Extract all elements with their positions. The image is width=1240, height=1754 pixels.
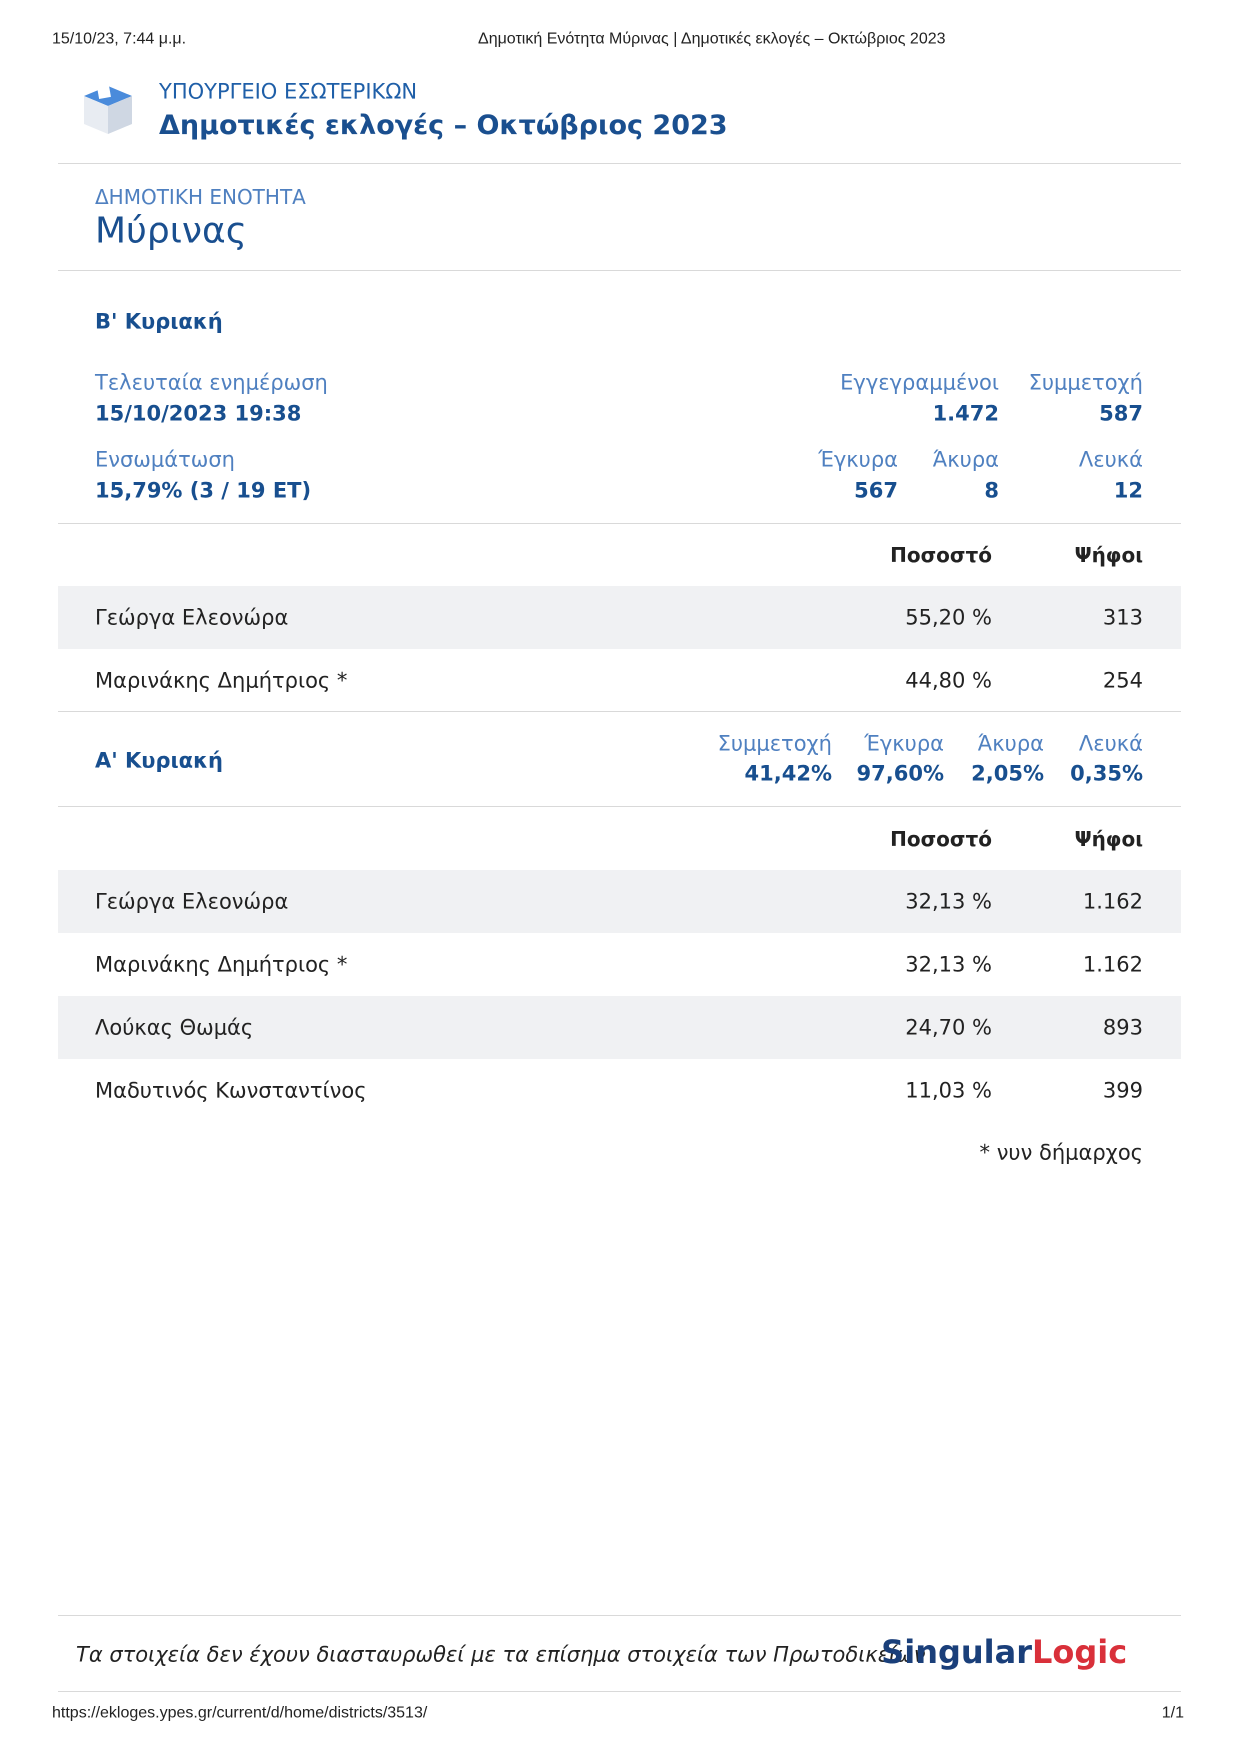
divider bbox=[58, 1691, 1181, 1692]
column-header: Ποσοστό bbox=[890, 543, 992, 567]
print-url: https://ekloges.ypes.gr/current/d/home/d… bbox=[52, 1704, 428, 1722]
divider bbox=[58, 711, 1181, 712]
round-title: Α' Κυριακή bbox=[95, 748, 223, 773]
ballot-box-logo bbox=[84, 85, 132, 134]
candidate-name: Μαρινάκης Δημήτριος * bbox=[95, 667, 348, 692]
candidate-name: Μαδυτινός Κωνσταντίνος bbox=[95, 1077, 367, 1102]
stat-value: 41,42% bbox=[744, 761, 832, 786]
candidate-votes: 399 bbox=[1102, 1077, 1143, 1102]
candidate-name: Γεώργα Ελεονώρα bbox=[95, 888, 289, 913]
logo-text: Logic bbox=[1032, 1632, 1128, 1671]
candidate-percent: 44,80 % bbox=[905, 667, 992, 692]
stat-label: Τελευταία ενημέρωση bbox=[95, 370, 328, 395]
candidate-percent: 32,13 % bbox=[905, 888, 992, 913]
stat-label: Άκυρα bbox=[932, 447, 999, 472]
row-shade bbox=[58, 996, 1181, 1059]
stat-value: 567 bbox=[854, 478, 898, 503]
divider bbox=[58, 523, 1181, 524]
candidate-name: Λούκας Θωμάς bbox=[95, 1014, 254, 1039]
stat-label: Συμμετοχή bbox=[717, 731, 832, 756]
stat-value: 2,05% bbox=[971, 761, 1044, 786]
candidate-name: Μαρινάκης Δημήτριος * bbox=[95, 951, 348, 976]
candidate-votes: 893 bbox=[1102, 1014, 1143, 1039]
column-header: Ψήφοι bbox=[1074, 543, 1143, 567]
stat-value: 15/10/2023 19:38 bbox=[95, 401, 302, 426]
candidate-percent: 24,70 % bbox=[905, 1014, 992, 1039]
column-header: Ποσοστό bbox=[890, 827, 992, 851]
district-name: Μύρινας bbox=[95, 210, 247, 252]
disclaimer: Τα στοιχεία δεν έχουν διασταυρωθεί με τα… bbox=[76, 1642, 926, 1667]
row-shade bbox=[58, 870, 1181, 933]
candidate-votes: 1.162 bbox=[1082, 888, 1143, 913]
candidate-votes: 1.162 bbox=[1082, 951, 1143, 976]
stat-label: Λευκά bbox=[1078, 731, 1143, 756]
divider bbox=[58, 163, 1181, 164]
stat-label: Εγγεγραμμένοι bbox=[840, 370, 999, 395]
round-title: Β' Κυριακή bbox=[95, 309, 223, 334]
stat-value: 0,35% bbox=[1070, 761, 1143, 786]
stat-value: 587 bbox=[1099, 401, 1143, 426]
stat-value: 15,79% (3 / 19 ΕΤ) bbox=[95, 478, 312, 503]
ministry: ΥΠΟΥΡΓΕΙΟ ΕΣΩΤΕΡΙΚΩΝ bbox=[159, 79, 418, 104]
stat-label: Συμμετοχή bbox=[1028, 370, 1143, 395]
candidate-percent: 11,03 % bbox=[905, 1077, 992, 1102]
divider bbox=[58, 1615, 1181, 1616]
print-title: Δημοτική Ενότητα Μύρινας | Δημοτικές εκλ… bbox=[478, 30, 946, 48]
district-type: ΔΗΜΟΤΙΚΗ ΕΝΟΤΗΤΑ bbox=[95, 185, 306, 209]
stat-label: Άκυρα bbox=[977, 731, 1044, 756]
column-header: Ψήφοι bbox=[1074, 827, 1143, 851]
divider bbox=[58, 806, 1181, 807]
stat-label: Έγκυρα bbox=[864, 731, 944, 756]
stat-label: Έγκυρα bbox=[818, 447, 898, 472]
logo-text: Singular bbox=[881, 1632, 1032, 1671]
stat-value: 8 bbox=[984, 478, 999, 503]
candidate-percent: 32,13 % bbox=[905, 951, 992, 976]
site-title: Δημοτικές εκλογές – Οκτώβριος 2023 bbox=[159, 109, 728, 141]
divider bbox=[58, 270, 1181, 271]
stat-value: 12 bbox=[1113, 478, 1143, 503]
candidate-name: Γεώργα Ελεονώρα bbox=[95, 604, 289, 629]
candidate-votes: 313 bbox=[1102, 604, 1143, 629]
footnote: * νυν δήμαρχος bbox=[979, 1140, 1143, 1165]
stat-label: Λευκά bbox=[1078, 447, 1143, 472]
stat-label: Ενσωμάτωση bbox=[95, 447, 235, 472]
print-page: 1/1 bbox=[1161, 1704, 1184, 1722]
candidate-percent: 55,20 % bbox=[905, 604, 992, 629]
row-shade bbox=[58, 586, 1181, 649]
stat-value: 97,60% bbox=[856, 761, 944, 786]
candidate-votes: 254 bbox=[1102, 667, 1143, 692]
stat-value: 1.472 bbox=[932, 401, 999, 426]
print-date: 15/10/23, 7:44 μ.μ. bbox=[52, 30, 187, 48]
